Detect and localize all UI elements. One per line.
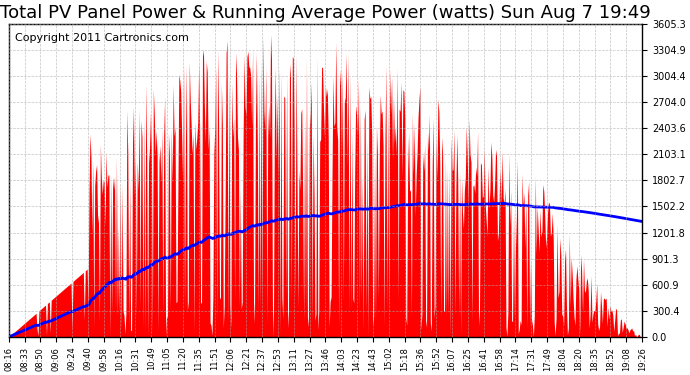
Text: Copyright 2011 Cartronics.com: Copyright 2011 Cartronics.com <box>15 33 189 43</box>
Title: Total PV Panel Power & Running Average Power (watts) Sun Aug 7 19:49: Total PV Panel Power & Running Average P… <box>0 4 651 22</box>
